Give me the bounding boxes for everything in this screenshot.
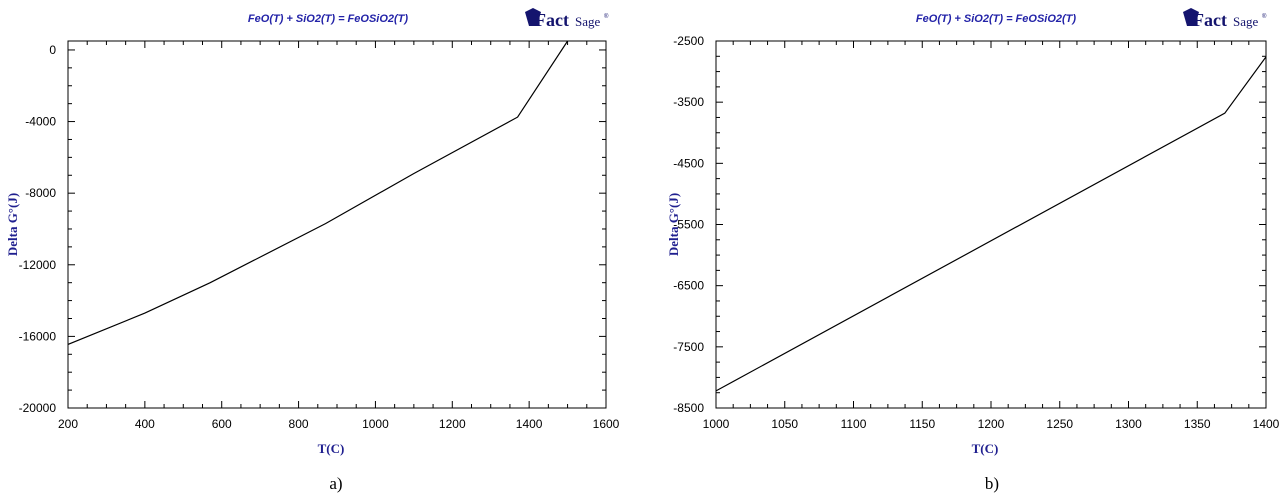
plot-frame: [68, 41, 606, 408]
y-tick-label: 0: [49, 43, 56, 57]
series-line: [68, 41, 568, 344]
x-tick-label: 1300: [1115, 417, 1142, 431]
x-tick-label: 1200: [978, 417, 1005, 431]
y-tick-label: -3500: [673, 95, 704, 109]
y-tick-label: -8000: [25, 186, 56, 200]
y-tick-label: -20000: [19, 401, 57, 415]
panel-caption: b): [985, 474, 999, 493]
svg-text:Fact: Fact: [535, 10, 569, 30]
x-tick-label: 800: [289, 417, 309, 431]
x-axis-label: T(C): [318, 441, 345, 456]
svg-text:®: ®: [604, 13, 609, 20]
y-axis-label: Delta G°(J): [666, 193, 681, 256]
x-tick-label: 200: [58, 417, 78, 431]
panel-caption: a): [329, 474, 342, 493]
chart-title: FeO(T) + SiO2(T) = FeOSiO2(T): [916, 13, 1076, 25]
y-tick-label: -16000: [19, 329, 57, 343]
y-tick-label: -4000: [25, 115, 56, 129]
series-line: [716, 57, 1266, 391]
svg-text:Sage: Sage: [575, 14, 601, 29]
x-tick-label: 1000: [362, 417, 389, 431]
y-tick-label: -7500: [673, 340, 704, 354]
x-tick-label: 600: [212, 417, 232, 431]
chart-panel-1: 200 400 600 800 1000 1200 1400 1600 0 -4000 -8000 -…: [5, 8, 620, 493]
factsage-logo: Fact Sage ®: [1183, 8, 1267, 30]
x-tick-label: 1600: [593, 417, 620, 431]
y-tick-label: -2500: [673, 34, 704, 48]
x-axis-label: T(C): [972, 441, 999, 456]
x-tick-label: 1400: [1253, 417, 1280, 431]
y-tick-label: -12000: [19, 258, 57, 272]
x-tick-label: 1050: [771, 417, 798, 431]
chart-title: FeO(T) + SiO2(T) = FeOSiO2(T): [248, 13, 408, 25]
y-tick-label: -8500: [673, 401, 704, 415]
svg-text:Fact: Fact: [1193, 10, 1227, 30]
y-axis-label: Delta G°(J): [5, 193, 20, 256]
x-tick-label: 1400: [516, 417, 543, 431]
svg-text:®: ®: [1262, 13, 1267, 20]
plot-frame: [716, 41, 1266, 408]
x-tick-label: 1350: [1184, 417, 1211, 431]
x-tick-label: 400: [135, 417, 155, 431]
factsage-logo: Fact Sage ®: [525, 8, 609, 30]
x-tick-label: 1100: [841, 417, 867, 431]
x-tick-label: 1200: [439, 417, 466, 431]
x-tick-label: 1150: [909, 417, 935, 431]
chart-panel-2: 1000 1050 1100 1150 1200 1250 1300 1350 1400 -250…: [666, 8, 1280, 493]
y-tick-label: -6500: [673, 279, 704, 293]
x-tick-label: 1250: [1046, 417, 1073, 431]
x-tick-label: 1000: [703, 417, 730, 431]
y-tick-label: -4500: [673, 156, 704, 170]
svg-text:Sage: Sage: [1233, 14, 1259, 29]
